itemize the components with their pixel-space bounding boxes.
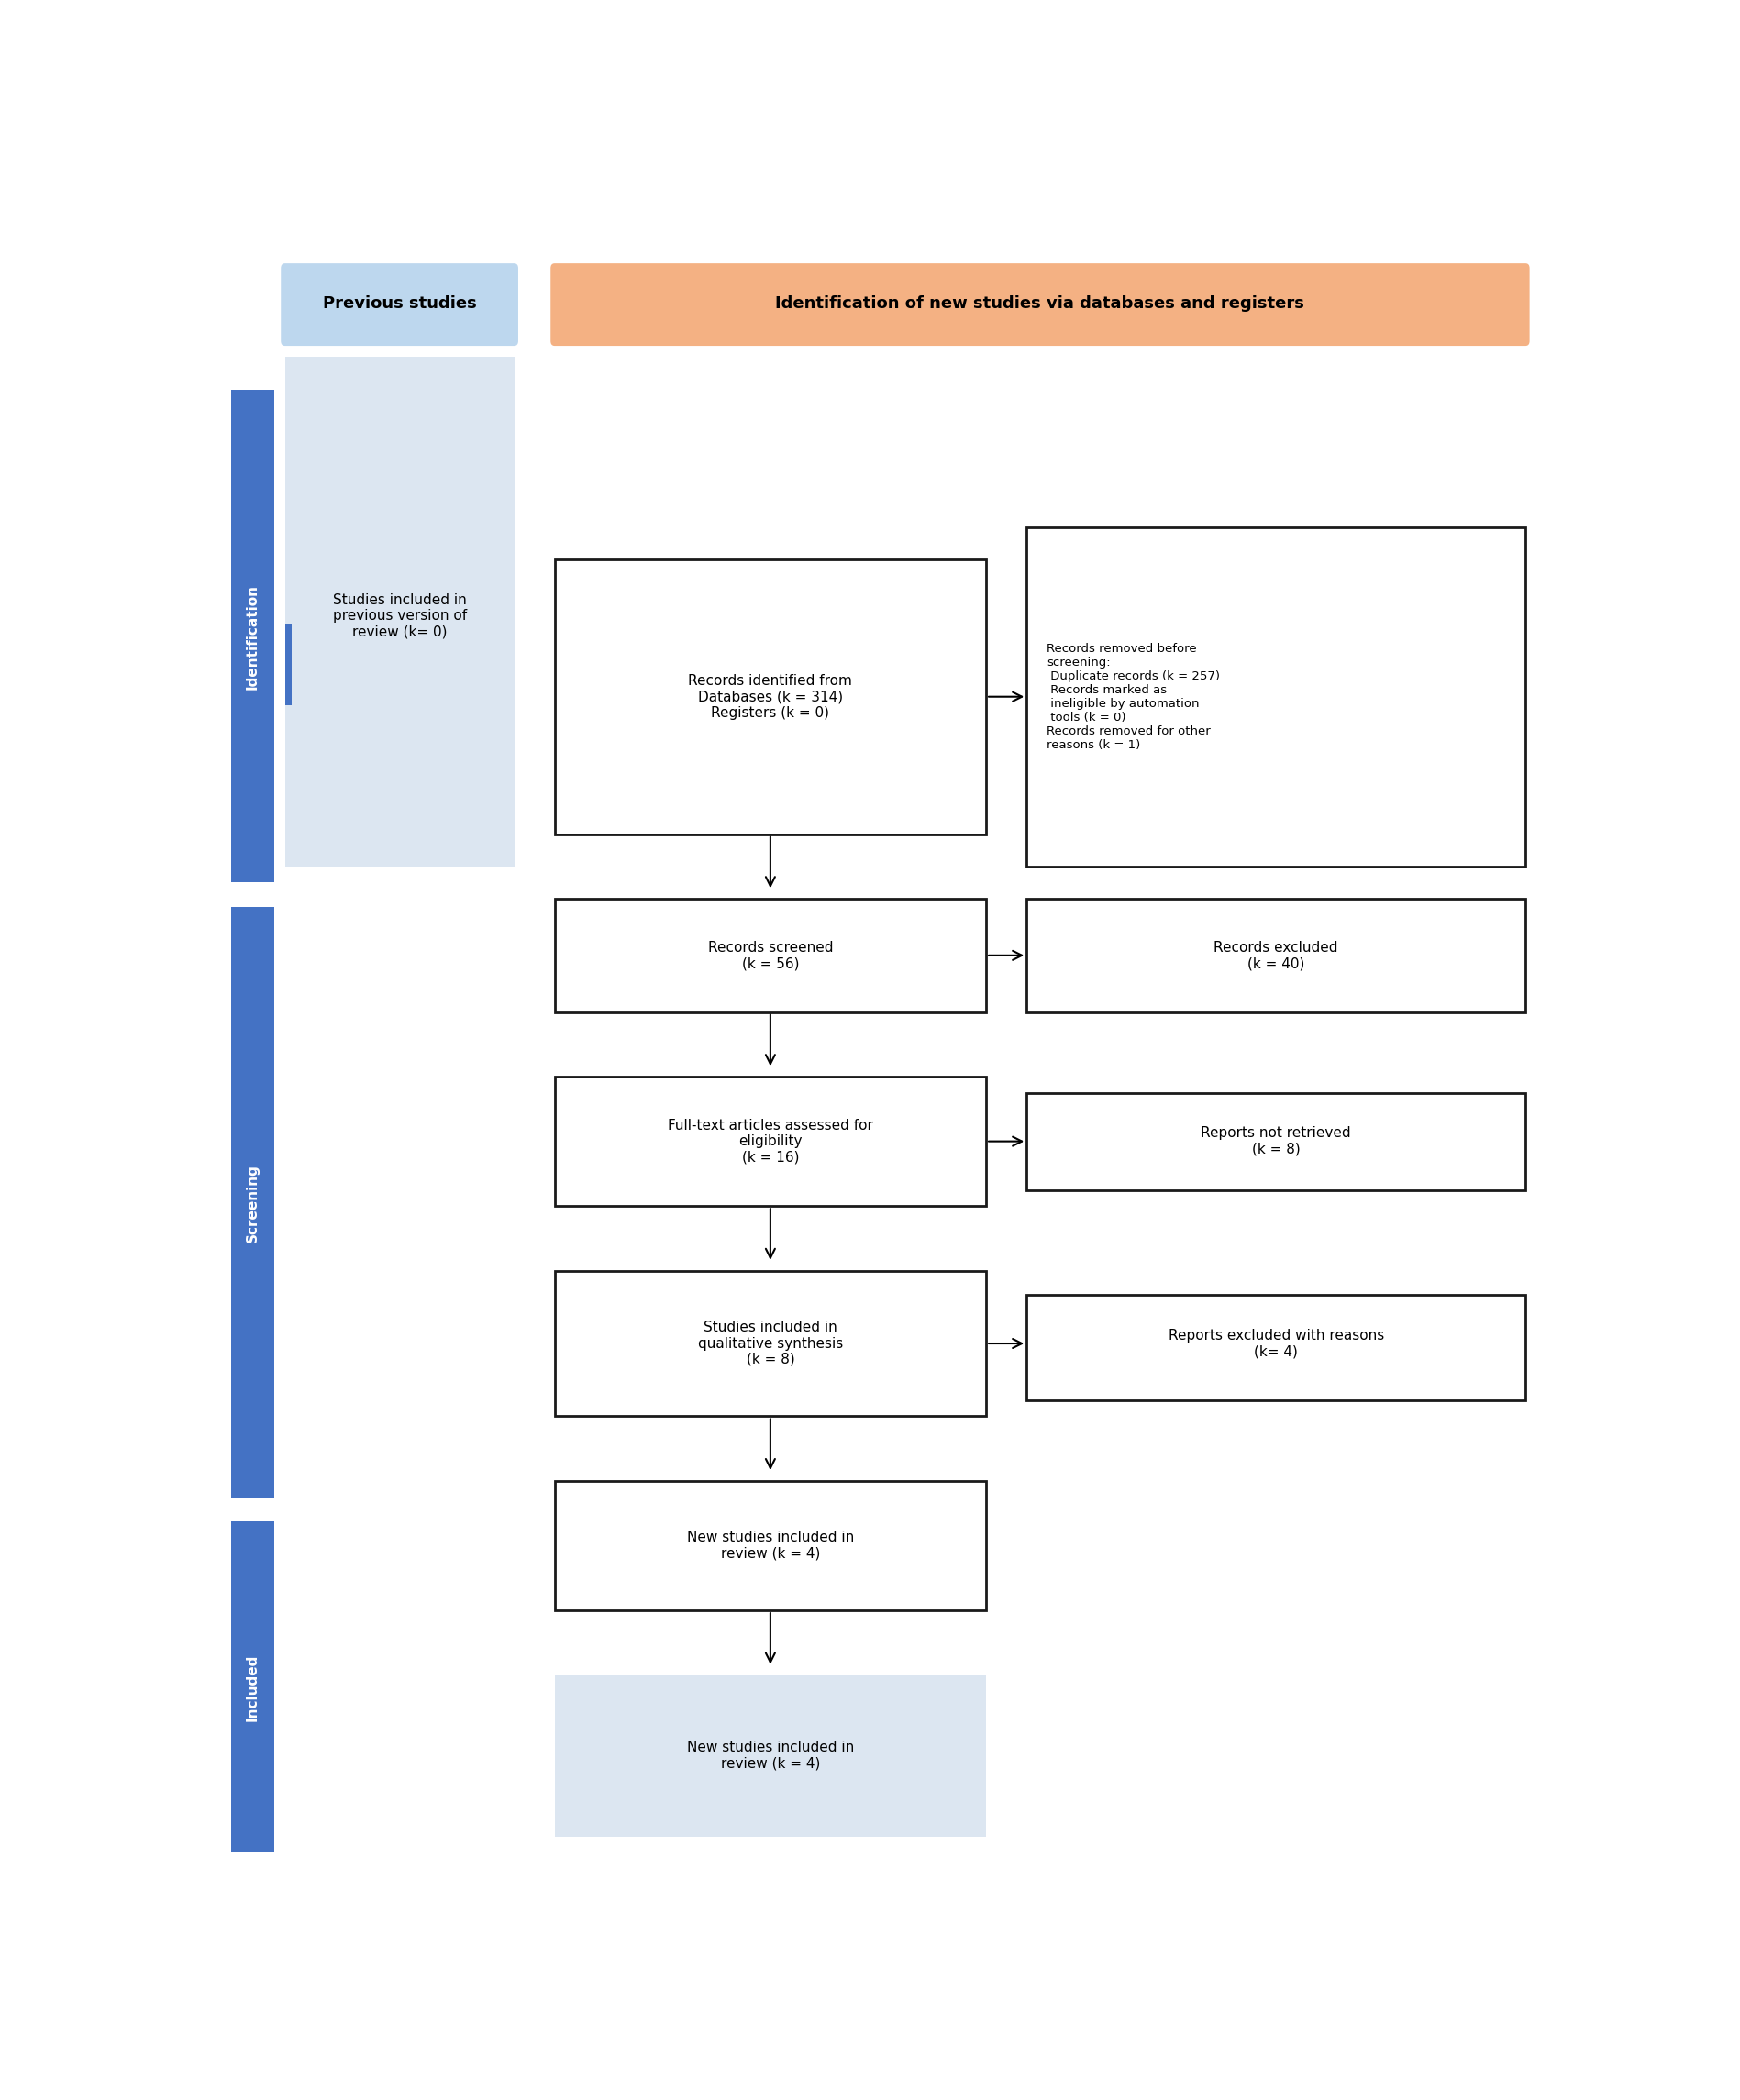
Text: Identification: Identification — [245, 584, 259, 689]
Text: Identification of new studies via databases and registers: Identification of new studies via databa… — [776, 296, 1305, 313]
Bar — [555, 559, 987, 834]
Bar — [555, 1676, 987, 1838]
Text: Studies included in
qualitative synthesis
(k = 8): Studies included in qualitative synthesi… — [698, 1321, 842, 1367]
Text: New studies included in
review (k = 4): New studies included in review (k = 4) — [687, 1741, 854, 1770]
Text: Previous studies: Previous studies — [322, 296, 477, 313]
Bar — [231, 1520, 275, 1852]
Text: Records identified from
Databases (k = 314)
Registers (k = 0): Records identified from Databases (k = 3… — [689, 674, 853, 720]
FancyBboxPatch shape — [550, 262, 1529, 347]
Bar — [1027, 899, 1526, 1012]
Text: Full-text articles assessed for
eligibility
(k = 16): Full-text articles assessed for eligibil… — [668, 1119, 873, 1163]
Text: Screening: Screening — [245, 1163, 259, 1243]
Text: Reports excluded with reasons
(k= 4): Reports excluded with reasons (k= 4) — [1168, 1329, 1383, 1359]
Bar — [1027, 527, 1526, 867]
Bar — [285, 624, 292, 706]
Bar — [1027, 1092, 1526, 1191]
Text: Records screened
(k = 56): Records screened (k = 56) — [708, 941, 833, 970]
Bar — [555, 1480, 987, 1611]
Bar — [555, 1270, 987, 1415]
Text: Records removed before
screening:
 Duplicate records (k = 257)
 Records marked a: Records removed before screening: Duplic… — [1047, 643, 1220, 752]
Bar — [231, 907, 275, 1497]
Text: Reports not retrieved
(k = 8): Reports not retrieved (k = 8) — [1201, 1126, 1352, 1157]
Text: Records excluded
(k = 40): Records excluded (k = 40) — [1215, 941, 1338, 970]
FancyBboxPatch shape — [280, 262, 519, 347]
Text: New studies included in
review (k = 4): New studies included in review (k = 4) — [687, 1531, 854, 1560]
Bar — [1027, 1296, 1526, 1401]
Bar — [555, 1077, 987, 1205]
Text: Studies included in
previous version of
review (k= 0): Studies included in previous version of … — [332, 592, 466, 638]
Bar — [231, 388, 275, 882]
Bar — [555, 899, 987, 1012]
Bar — [285, 357, 515, 867]
Text: Included: Included — [245, 1655, 259, 1722]
